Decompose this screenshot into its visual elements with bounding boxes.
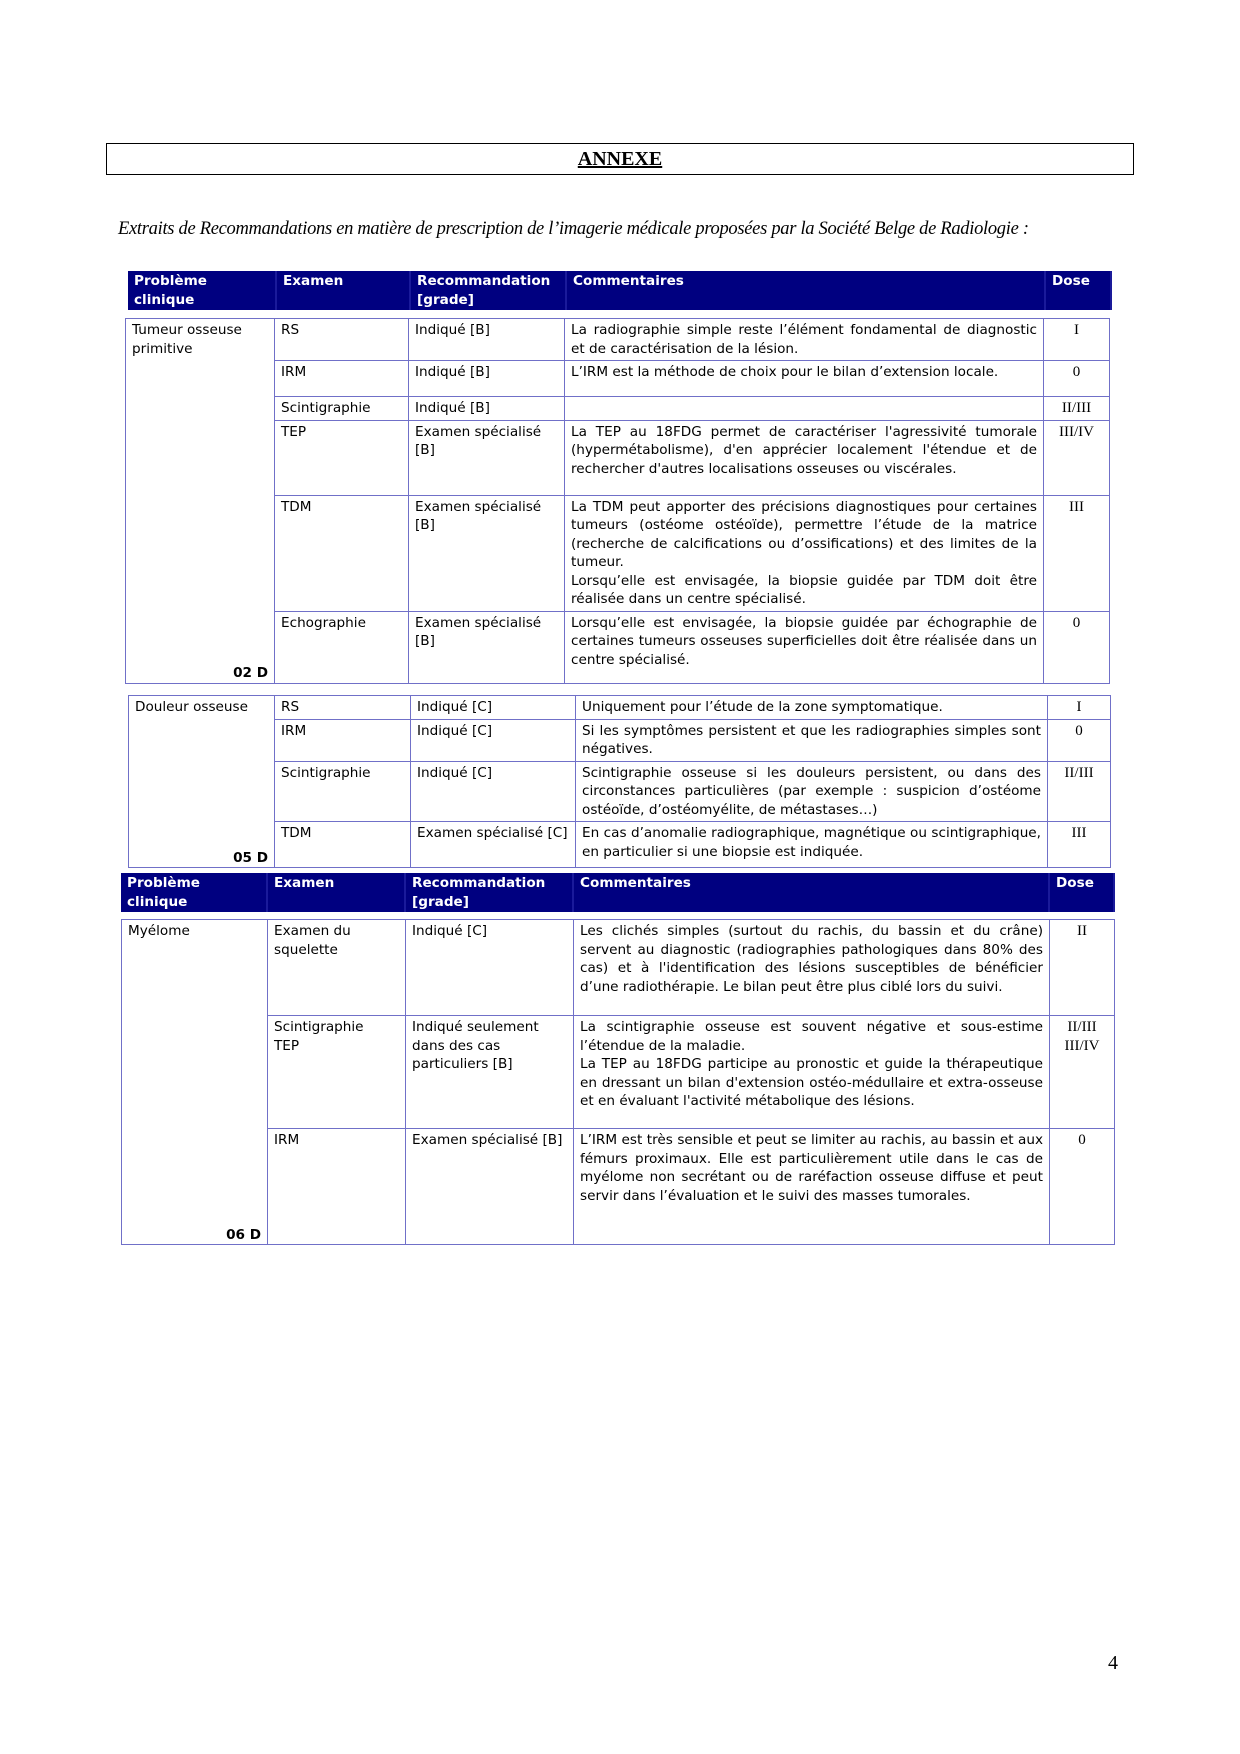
- dose-cell: III/IV: [1043, 419, 1110, 496]
- annexe-title-box: ANNEXE: [106, 143, 1134, 175]
- commentaire-cell: La radiographie simple reste l’élément f…: [564, 318, 1044, 361]
- page-number: 4: [1108, 1652, 1118, 1674]
- probleme-label: Douleur osseuse: [135, 699, 248, 715]
- recommendation-table: Tumeur osseuse primitive 02 D RS Indiqué [B…: [125, 318, 1110, 684]
- header-recommandation: Recommandation [grade]: [410, 271, 567, 310]
- probleme-label: Myélome: [128, 923, 190, 939]
- header-table: Problème clinique Examen Recommandation [g…: [121, 873, 1115, 912]
- probleme-label: Tumeur osseuse primitive: [132, 322, 242, 357]
- commentaire-cell: En cas d’anomalie radiographique, magnét…: [575, 821, 1048, 868]
- header-dose: Dose: [1049, 873, 1115, 912]
- examen-cell: Examen du squelette: [267, 919, 406, 1016]
- dose-cell: II/III: [1047, 760, 1111, 822]
- header-examen: Examen: [276, 271, 411, 310]
- probleme-cell: Tumeur osseuse primitive 02 D: [125, 318, 275, 684]
- intro-text: Extraits de Recommandations en matière d…: [118, 219, 1029, 239]
- header-commentaires: Commentaires: [573, 873, 1050, 912]
- examen-cell: Scintigraphie TEP: [267, 1015, 406, 1129]
- dose-cell: III: [1043, 494, 1110, 612]
- table-row: TEP Examen spécialisé [B] La TEP au 18FDG …: [126, 419, 1110, 496]
- examen-cell: Scintigraphie: [274, 760, 411, 822]
- recommandation-cell: Indiqué [C]: [410, 760, 576, 822]
- recommandation-cell: Examen spécialisé [B]: [408, 419, 565, 496]
- probleme-cell: Myélome 06 D: [121, 919, 268, 1245]
- examen-cell: RS: [274, 318, 409, 361]
- dose-cell: 0: [1043, 610, 1110, 684]
- dose-cell: 0: [1047, 718, 1111, 762]
- commentaire-cell: Uniquement pour l’étude de la zone sympt…: [575, 695, 1048, 720]
- table-row: Douleur osseuse 05 D RS Indiqué [C] Uniqueme…: [128, 695, 1111, 868]
- commentaire-cell: [564, 396, 1044, 421]
- dose-cell: I: [1047, 695, 1111, 720]
- table-row: Scintigraphie Indiqué [C] Scintigraphie os…: [129, 760, 1111, 822]
- recommandation-cell: Examen spécialisé [C]: [410, 821, 576, 868]
- header-dose: Dose: [1045, 271, 1112, 310]
- recommandation-cell: Indiqué [B]: [408, 396, 565, 421]
- header-recommandation: Recommandation [grade]: [405, 873, 574, 912]
- examen-cell: TDM: [274, 821, 411, 868]
- commentaire-cell: L’IRM est la méthode de choix pour le bi…: [564, 360, 1044, 397]
- recommandation-cell: Examen spécialisé [B]: [408, 610, 565, 684]
- examen-cell: IRM: [274, 360, 409, 397]
- dose-cell: II/III: [1043, 396, 1110, 421]
- commentaire-cell: La scintigraphie osseuse est souvent nég…: [573, 1015, 1050, 1129]
- table-row: IRM Indiqué [B] L’IRM est la méthode de ch…: [126, 360, 1110, 397]
- dose-cell: 0: [1043, 360, 1110, 397]
- commentaire-cell: La TDM peut apporter des précisions diag…: [564, 494, 1044, 612]
- examen-cell: Echographie: [274, 610, 409, 684]
- dose-cell: III: [1047, 821, 1111, 868]
- header-examen: Examen: [267, 873, 406, 912]
- recommandation-cell: Examen spécialisé [B]: [408, 494, 565, 612]
- recommendation-table: Douleur osseuse 05 D RS Indiqué [C] Uniqueme…: [128, 695, 1111, 868]
- header-row: Problème clinique Examen Recommandation [g…: [121, 873, 1115, 912]
- header-row: Problème clinique Examen Recommandation [g…: [128, 271, 1112, 310]
- header-table: Problème clinique Examen Recommandation [g…: [128, 271, 1112, 310]
- annexe-title: ANNEXE: [577, 148, 663, 170]
- recommendation-table: Myélome 06 D Examen du squelette Indiqué [C…: [121, 919, 1115, 1245]
- header-commentaires: Commentaires: [566, 271, 1046, 310]
- table-row: TDM Examen spécialisé [B] La TDM peut appo…: [126, 494, 1110, 612]
- reference-code: 06 D: [226, 1226, 261, 1243]
- examen-cell: IRM: [274, 718, 411, 762]
- examen-cell: Scintigraphie: [274, 396, 409, 421]
- table-row: IRM Examen spécialisé [B] L’IRM est très s…: [122, 1128, 1115, 1245]
- table-row: Myélome 06 D Examen du squelette Indiqué [C…: [121, 919, 1115, 1245]
- recommandation-cell: Indiqué [C]: [410, 718, 576, 762]
- dose-cell: I: [1043, 318, 1110, 361]
- examen-cell: RS: [274, 695, 411, 720]
- table-row: Scintigraphie TEP Indiqué seulement dans …: [122, 1015, 1115, 1129]
- examen-cell: IRM: [267, 1128, 406, 1245]
- examen-cell: TEP: [274, 419, 409, 496]
- dose-cell: 0: [1049, 1128, 1115, 1245]
- header-probleme: Problème clinique: [128, 271, 277, 310]
- recommandation-cell: Indiqué [C]: [405, 919, 574, 1016]
- dose-cell: II: [1049, 919, 1115, 1016]
- dose-cell: II/III III/IV: [1049, 1015, 1115, 1129]
- commentaire-cell: Lorsqu’elle est envisagée, la biopsie gu…: [564, 610, 1044, 684]
- commentaire-cell: Les clichés simples (surtout du rachis, …: [573, 919, 1050, 1016]
- commentaire-cell: Si les symptômes persistent et que les r…: [575, 718, 1048, 762]
- examen-cell: TDM: [274, 494, 409, 612]
- probleme-cell: Douleur osseuse 05 D: [128, 695, 275, 868]
- commentaire-cell: Scintigraphie osseuse si les douleurs pe…: [575, 760, 1048, 822]
- reference-code: 02 D: [233, 665, 268, 681]
- table-row: IRM Indiqué [C] Si les symptômes persisten…: [129, 718, 1111, 762]
- recommandation-cell: Examen spécialisé [B]: [405, 1128, 574, 1245]
- commentaire-cell: L’IRM est très sensible et peut se limit…: [573, 1128, 1050, 1245]
- reference-code: 05 D: [233, 849, 268, 866]
- header-probleme: Problème clinique: [121, 873, 268, 912]
- recommandation-cell: Indiqué [B]: [408, 360, 565, 397]
- recommandation-cell: Indiqué [C]: [410, 695, 576, 720]
- table-row: Tumeur osseuse primitive 02 D RS Indiqué [B…: [125, 318, 1110, 684]
- table-row: TDM Examen spécialisé [C] En cas d’anomali…: [129, 821, 1111, 868]
- recommandation-cell: Indiqué seulement dans des cas particuli…: [405, 1015, 574, 1129]
- recommandation-cell: Indiqué [B]: [408, 318, 565, 361]
- table-row: Scintigraphie Indiqué [B] II/III: [126, 396, 1110, 421]
- table-row: Echographie Examen spécialisé [B] Lorsqu’e…: [126, 610, 1110, 684]
- commentaire-cell: La TEP au 18FDG permet de caractériser l…: [564, 419, 1044, 496]
